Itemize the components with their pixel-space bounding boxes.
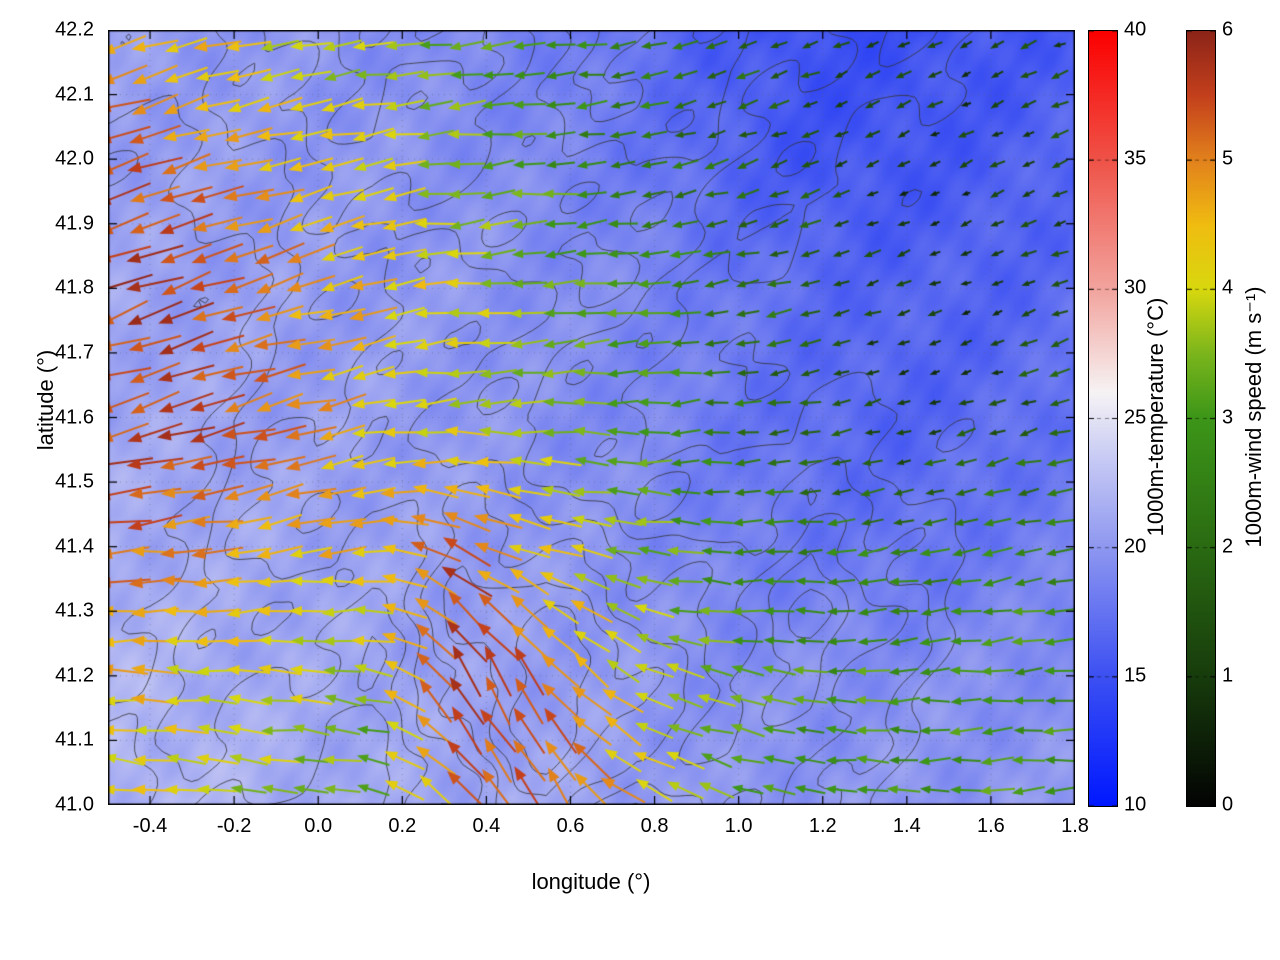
map-plot-canvas [108, 30, 1075, 805]
x-tick-label: 1.4 [892, 815, 921, 837]
temperature-tick-label: 25 [1124, 406, 1147, 428]
wind_speed-tick-label: 3 [1222, 406, 1234, 428]
x-axis-title: longitude (°) [531, 869, 651, 894]
y-tick-label: 41.2 [55, 664, 94, 687]
wind_speed-tick-label: 2 [1222, 535, 1234, 558]
temperature-tick-label: 35 [1124, 147, 1147, 170]
y-tick-label: 41.8 [55, 276, 94, 299]
temperature-tick-label: 15 [1124, 664, 1147, 687]
y-tick-label: 41.0 [55, 793, 94, 816]
x-tick-label: 0.2 [388, 815, 417, 837]
y-tick-label: 41.3 [55, 599, 94, 622]
wind_speed-tick-label: 1 [1222, 664, 1234, 687]
y-tick-label: 42.2 [55, 18, 94, 41]
x-tick-label: 1.6 [977, 815, 1005, 837]
wind_speed-tick-label: 4 [1222, 276, 1234, 299]
temperature-tick-label: 30 [1124, 276, 1147, 299]
x-tick-label: 0.6 [556, 815, 585, 837]
y-tick-label: 42.1 [55, 83, 94, 106]
temperature-tick-label: 10 [1124, 793, 1147, 816]
y-axis-tick-labels: 41.0 41.1 41.2 41.3 41.4 41.5 41.6 41.7 41.8 41.9… [0, 19, 100, 816]
x-tick-label: 1.2 [808, 815, 837, 837]
x-tick-label: -0.2 [216, 815, 252, 837]
temperature-tick-label: 40 [1124, 18, 1147, 41]
y-tick-label: 41.7 [55, 341, 94, 364]
wind-speed-colorbar [1186, 30, 1216, 807]
y-tick-label: 41.1 [55, 728, 94, 751]
wind-speed-colorbar-title: 1000m-wind speed (m s⁻¹) [1241, 286, 1266, 548]
x-tick-label: 0.0 [304, 815, 333, 837]
y-tick-label: 41.6 [55, 406, 94, 428]
y-tick-label: 42.0 [55, 147, 94, 170]
wind_speed-tick-label: 6 [1222, 18, 1234, 41]
x-tick-label: 1.8 [1061, 815, 1089, 837]
temperature-colorbar-tick-labels: 10 15 20 25 30 35 40 [1124, 19, 1184, 816]
y-tick-label: 41.9 [55, 212, 94, 235]
y-tick-label: 41.4 [55, 535, 94, 558]
x-tick-label: 0.4 [472, 815, 501, 837]
temperature-colorbar-title: 1000m-temperature (°C) [1143, 297, 1168, 537]
x-axis-tick-labels: -0.4 -0.2 0.0 0.2 0.4 0.6 0.8 1.0 1.2 1.4 1.6 1.8 [108, 813, 1089, 841]
y-axis-title: latitude (°) [33, 349, 58, 451]
wind_speed-tick-label: 5 [1222, 147, 1234, 170]
temperature-colorbar [1088, 30, 1118, 807]
x-tick-label: 0.8 [640, 815, 669, 837]
x-tick-label: 1.0 [724, 815, 753, 837]
x-tick-label: -0.4 [132, 815, 168, 837]
y-tick-label: 41.5 [55, 470, 94, 493]
temperature-tick-label: 20 [1124, 535, 1147, 558]
wind-speed-colorbar-tick-labels: 0 1 2 3 4 5 6 [1222, 19, 1262, 816]
wind_speed-tick-label: 0 [1222, 793, 1234, 816]
